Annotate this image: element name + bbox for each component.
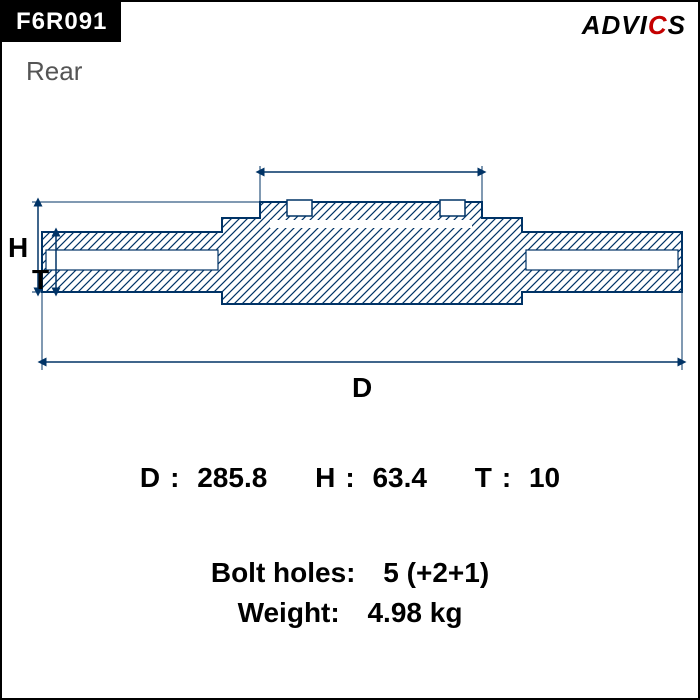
dim-letter-T: T	[32, 264, 49, 296]
dim-H: H: 63.4	[305, 462, 445, 493]
dim-T: T: 10	[465, 462, 570, 493]
bolt-holes-line: Bolt holes: 5 (+2+1)	[2, 557, 698, 589]
position-label: Rear	[26, 56, 82, 87]
brand-text-b: S	[668, 10, 686, 40]
weight-line: Weight: 4.98 kg	[2, 597, 698, 629]
brand-logo: ADVICS	[582, 10, 686, 41]
dim-letter-H: H	[8, 232, 28, 264]
dim-D: D: 285.8	[130, 462, 285, 493]
brand-text-a: ADVI	[582, 10, 648, 40]
brand-text-red: C	[648, 10, 668, 40]
page-frame: F6R091 ADVICS Rear H T D D: 285.8 H: 63.…	[0, 0, 700, 700]
dim-letter-D: D	[352, 372, 372, 404]
cross-section-diagram: H T D	[2, 152, 700, 412]
dimensions-line: D: 285.8 H: 63.4 T: 10	[2, 462, 698, 494]
part-number-badge: F6R091	[2, 2, 121, 42]
